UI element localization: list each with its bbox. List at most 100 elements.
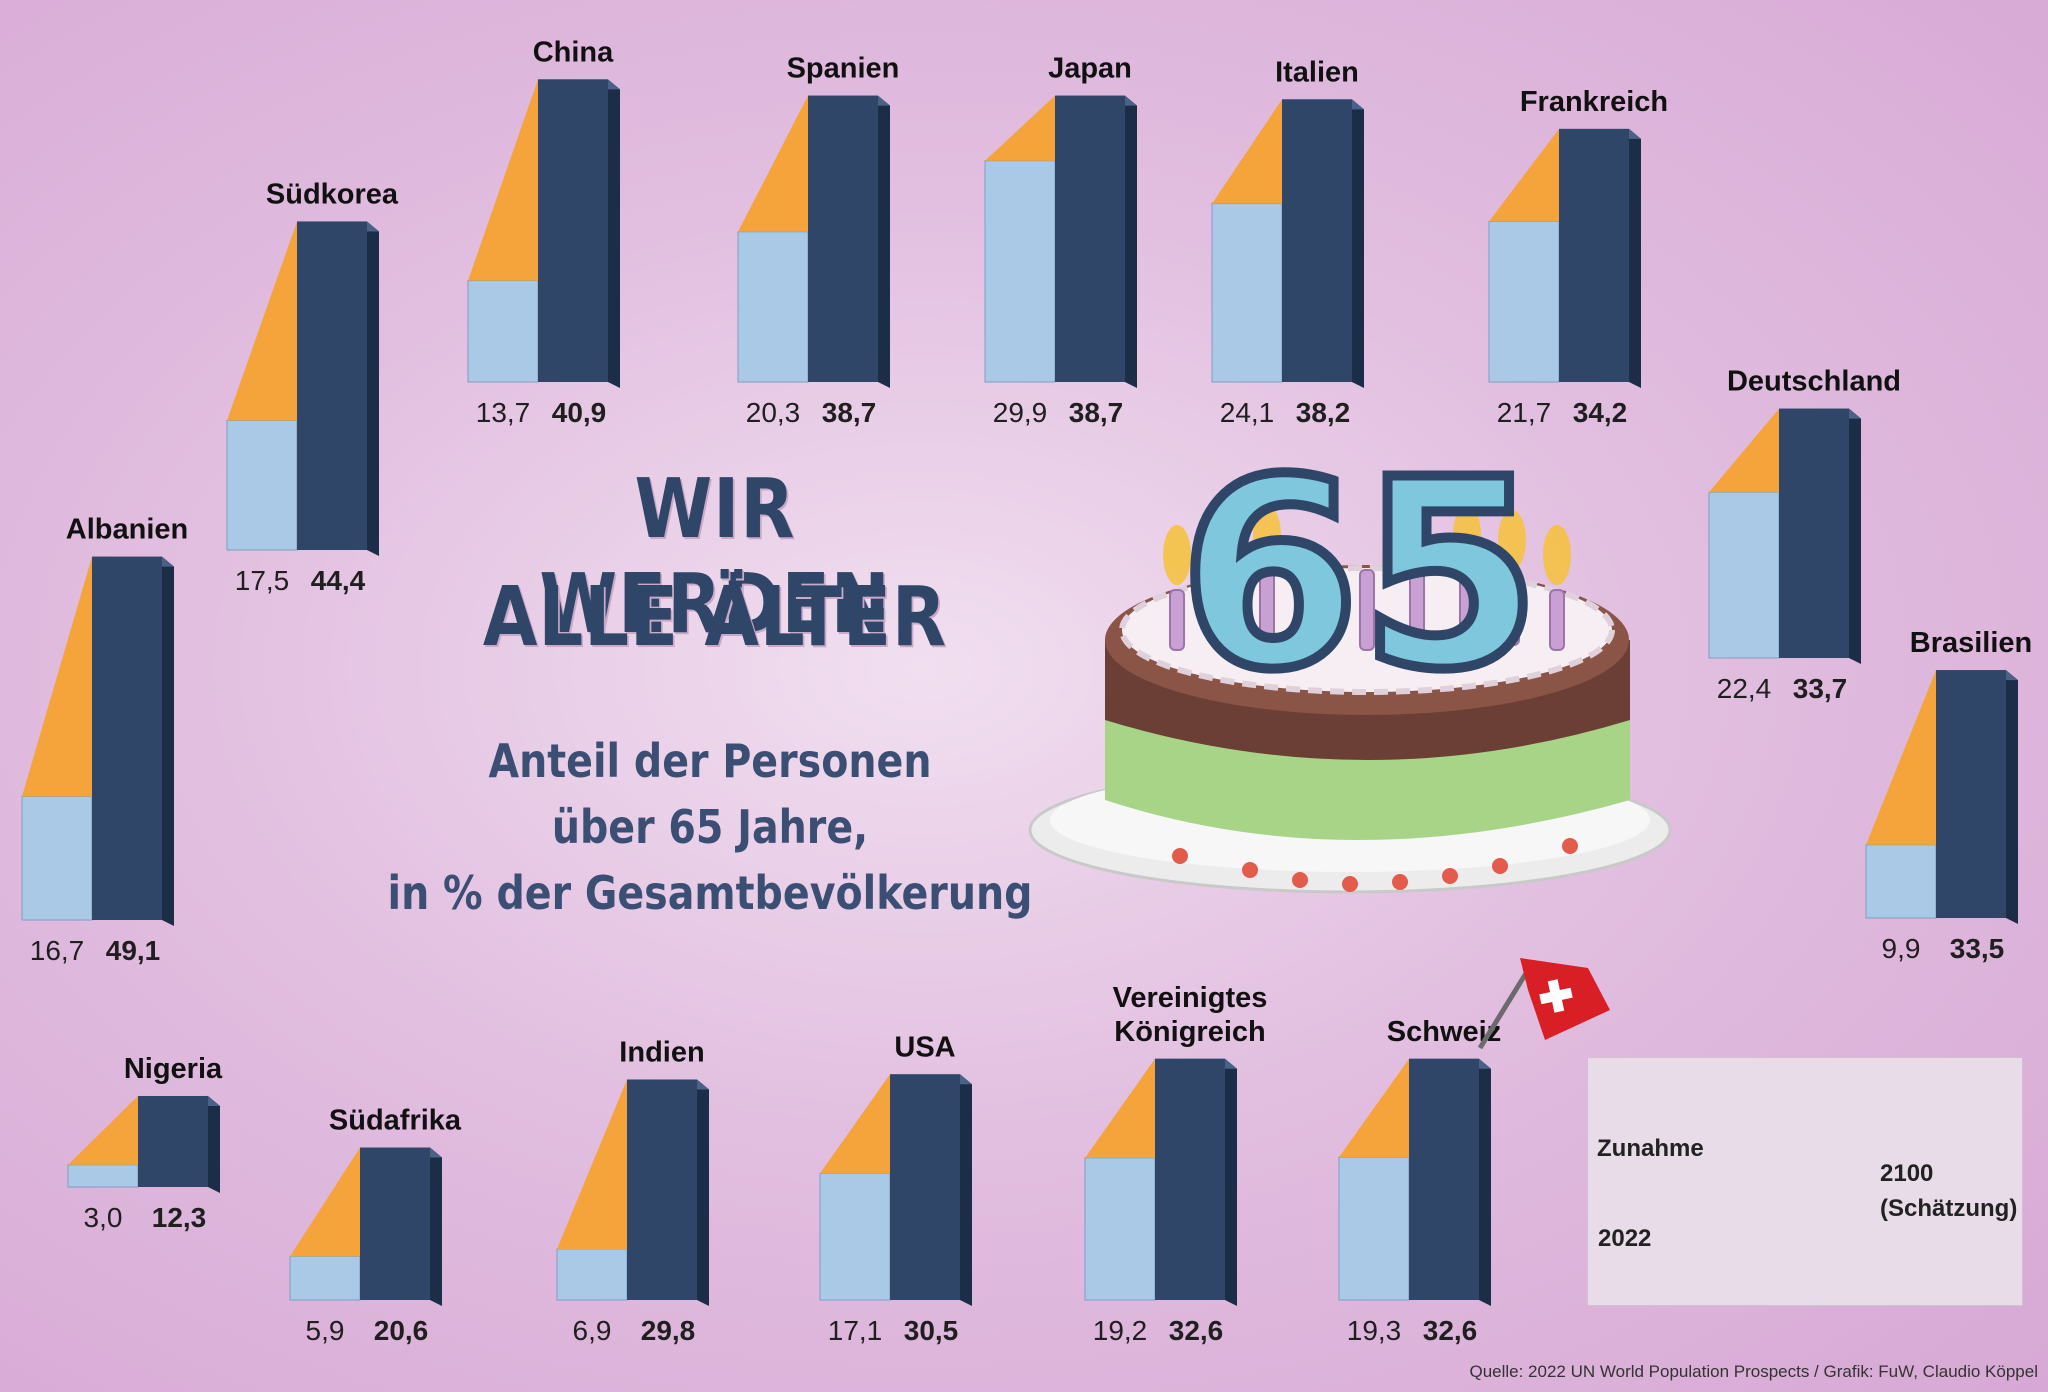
country-group: 29,9 38,7 Japan bbox=[984, 53, 1137, 428]
bar-2100-side bbox=[208, 1095, 220, 1193]
value-label-2022: 19,3 bbox=[1347, 1315, 1402, 1346]
increase-wedge bbox=[1866, 670, 1936, 845]
legend-box bbox=[1587, 1057, 2023, 1306]
bar-2100-side bbox=[1479, 1058, 1491, 1306]
country-label: Frankreich bbox=[1520, 86, 1668, 118]
country-group: 17,5 44,4 Südkorea bbox=[226, 178, 399, 596]
bar-2100 bbox=[360, 1147, 430, 1300]
bar-2100-side bbox=[960, 1074, 972, 1306]
value-label-2100: 38,7 bbox=[1069, 397, 1124, 428]
chart-title-line-1: WIR WERDEN bbox=[539, 462, 891, 652]
country-label: Spanien bbox=[787, 53, 900, 85]
bar-2022 bbox=[819, 1172, 891, 1301]
country-label: Albanien bbox=[66, 514, 188, 546]
value-label-2022: 29,9 bbox=[993, 397, 1048, 428]
bar-2100 bbox=[627, 1079, 697, 1300]
bar-2100-side bbox=[162, 556, 174, 926]
bar-2100-side bbox=[1225, 1058, 1237, 1306]
flag-pole bbox=[1477, 968, 1531, 1050]
value-label-2100: 20,6 bbox=[374, 1315, 429, 1346]
bar-2100-side bbox=[608, 79, 620, 388]
value-label-2100: 38,7 bbox=[822, 397, 877, 428]
birthday-cake-illustration: 65 bbox=[1028, 420, 1672, 894]
bar-2022 bbox=[1708, 491, 1780, 659]
chart-subtitle-line-2: über 65 Jahre, bbox=[551, 800, 869, 854]
value-label-2022: 22,4 bbox=[1717, 673, 1772, 704]
country-label: China bbox=[533, 36, 614, 68]
bar-2100 bbox=[297, 221, 367, 550]
increase-wedge bbox=[1709, 408, 1779, 493]
source-note: Quelle: 2022 UN World Population Prospec… bbox=[1469, 1362, 2038, 1381]
bar-2100-side bbox=[878, 95, 890, 389]
country-label: Königreich bbox=[1114, 1016, 1265, 1048]
value-label-2022: 19,2 bbox=[1093, 1315, 1148, 1346]
value-label-2100: 33,7 bbox=[1793, 673, 1848, 704]
value-label-2100: 49,1 bbox=[106, 935, 161, 966]
bar-2022 bbox=[21, 795, 93, 921]
bar-2100 bbox=[1779, 408, 1849, 658]
country-group: 13,7 40,9 China bbox=[467, 36, 620, 428]
value-label-2100: 32,6 bbox=[1423, 1315, 1478, 1346]
increase-wedge bbox=[985, 95, 1055, 161]
country-label: Italien bbox=[1275, 56, 1359, 88]
bar-2100 bbox=[808, 95, 878, 383]
country-label: USA bbox=[894, 1031, 955, 1063]
country-group: 20,3 38,7 Spanien bbox=[737, 53, 900, 428]
value-label-2022: 24,1 bbox=[1220, 397, 1275, 428]
chart-title-line-2: ALLE ÄLTER bbox=[482, 570, 948, 665]
bar-2100 bbox=[1936, 670, 2006, 918]
bar-2100 bbox=[1409, 1058, 1479, 1300]
value-label-2022: 17,5 bbox=[235, 565, 290, 596]
value-label-2100: 30,5 bbox=[904, 1315, 959, 1346]
bar-2100-side bbox=[430, 1147, 442, 1306]
increase-wedge bbox=[1489, 128, 1559, 222]
country-label: Japan bbox=[1048, 53, 1132, 85]
country-group: 21,7 34,2 Frankreich bbox=[1488, 86, 1668, 428]
bar-2100-side bbox=[1849, 408, 1861, 664]
value-label-2022: 6,9 bbox=[573, 1315, 612, 1346]
increase-wedge bbox=[290, 1147, 360, 1257]
bar-2022 bbox=[67, 1164, 139, 1188]
legend-label-estimate: (Schätzung) bbox=[1880, 1195, 2018, 1222]
legend-label-2100: 2100 bbox=[1880, 1160, 1934, 1187]
bar-2100 bbox=[138, 1095, 208, 1187]
value-label-2100: 32,6 bbox=[1169, 1315, 1224, 1346]
chart-subtitle-line-1: Anteil der Personen bbox=[488, 734, 932, 788]
bar-2100-side bbox=[1352, 99, 1364, 388]
value-label-2100: 40,9 bbox=[552, 397, 607, 428]
value-label-2022: 21,7 bbox=[1497, 397, 1552, 428]
value-label-2100: 44,4 bbox=[311, 565, 366, 596]
country-group: 17,1 30,5 USA bbox=[819, 1031, 972, 1346]
bar-2100 bbox=[92, 556, 162, 920]
increase-wedge bbox=[68, 1095, 138, 1165]
value-label-2100: 12,3 bbox=[152, 1202, 207, 1233]
country-group: 5,9 20,6 Südafrika bbox=[289, 1105, 462, 1346]
bar-2022 bbox=[1865, 844, 1937, 919]
bar-2022 bbox=[467, 280, 539, 383]
bar-2022 bbox=[556, 1248, 628, 1301]
bar-2022 bbox=[737, 231, 809, 383]
value-label-2100: 38,2 bbox=[1296, 397, 1351, 428]
country-label: Südkorea bbox=[266, 178, 399, 210]
bar-2022 bbox=[1338, 1156, 1410, 1301]
increase-wedge bbox=[738, 95, 808, 232]
bars-layer: 16,7 49,1 Albanien 17,5 44,4 Südkorea 13,7 40,9… bbox=[21, 36, 2032, 1346]
increase-wedge bbox=[820, 1074, 890, 1174]
increase-wedge bbox=[1085, 1058, 1155, 1158]
country-group: 3,0 12,3 Nigeria bbox=[67, 1053, 223, 1233]
country-group: 9,9 33,5 Brasilien bbox=[1865, 627, 2032, 964]
bar-2100-side bbox=[367, 221, 379, 556]
bar-2022 bbox=[289, 1255, 361, 1301]
cake-number-65: 65 bbox=[1179, 425, 1541, 727]
bar-2100-side bbox=[1125, 95, 1137, 389]
country-group: 22,4 33,7 Deutschland bbox=[1708, 366, 1901, 704]
country-label: Deutschland bbox=[1727, 366, 1901, 398]
increase-wedge bbox=[1212, 99, 1282, 204]
country-label: Südafrika bbox=[329, 1105, 462, 1137]
bar-2100 bbox=[890, 1074, 960, 1300]
bar-2100-side bbox=[2006, 670, 2018, 924]
value-label-2022: 16,7 bbox=[30, 935, 85, 966]
bar-2100 bbox=[538, 79, 608, 382]
chart-subtitle-line-3: in % der Gesamtbevölkerung bbox=[387, 866, 1033, 920]
